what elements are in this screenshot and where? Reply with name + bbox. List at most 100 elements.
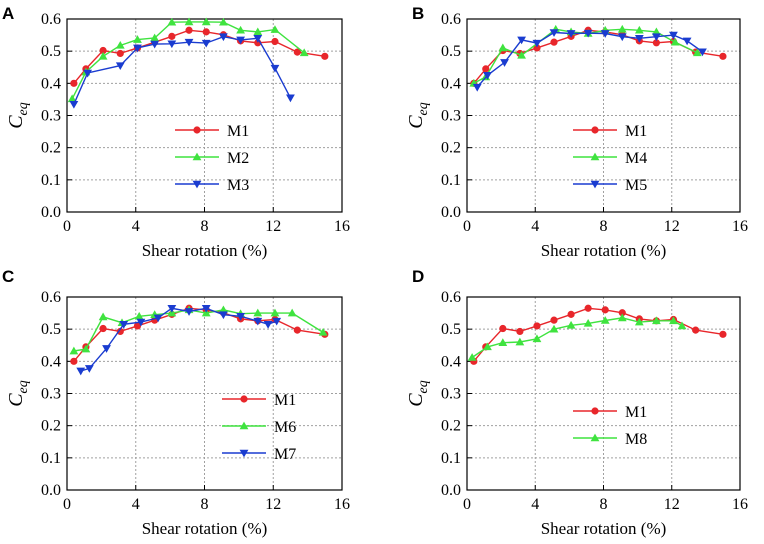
- data-point: [517, 36, 526, 45]
- data-point: [202, 28, 210, 36]
- legend-marker: [240, 395, 248, 403]
- data-point: [532, 334, 542, 343]
- data-point: [150, 40, 160, 49]
- series-m2: [67, 17, 309, 103]
- legend-marker: [590, 152, 600, 161]
- data-point: [236, 25, 245, 34]
- data-point: [253, 308, 263, 317]
- x-tick-label: 16: [334, 496, 350, 513]
- data-point: [617, 24, 627, 33]
- data-point: [472, 83, 482, 92]
- data-point: [184, 17, 194, 26]
- x-axis-title: Shear rotation (%): [541, 519, 667, 538]
- data-point: [669, 316, 678, 325]
- data-point: [566, 30, 576, 38]
- data-point: [70, 357, 78, 365]
- data-point: [299, 48, 309, 57]
- data-point: [617, 313, 627, 322]
- y-tick-label: 0.2: [441, 140, 461, 157]
- data-point: [133, 35, 142, 43]
- legend-label: M1: [274, 392, 296, 409]
- y-tick-label: 0.2: [41, 418, 61, 435]
- y-tick-label: 0.0: [41, 204, 61, 221]
- data-point: [566, 320, 576, 329]
- data-point: [286, 94, 295, 103]
- data-point: [634, 317, 644, 326]
- data-point: [98, 51, 108, 60]
- data-point: [272, 317, 282, 326]
- x-tick-label: 0: [463, 496, 471, 513]
- data-point: [584, 304, 592, 312]
- data-point: [601, 306, 609, 314]
- data-point: [219, 33, 228, 42]
- data-point: [719, 330, 727, 338]
- data-point: [600, 316, 610, 324]
- data-point: [167, 40, 177, 49]
- data-point: [270, 25, 280, 33]
- series-line: [473, 28, 698, 84]
- data-point: [76, 367, 86, 376]
- data-point: [167, 17, 177, 26]
- data-point: [550, 38, 558, 46]
- data-point: [271, 37, 279, 46]
- y-tick-label: 0.3: [41, 386, 61, 403]
- y-tick-label: 0.4: [41, 75, 61, 92]
- x-tick-label: 0: [63, 496, 71, 513]
- data-point: [669, 31, 678, 40]
- data-point: [651, 27, 661, 36]
- legend-marker: [192, 152, 202, 161]
- series-m3: [69, 33, 295, 109]
- y-tick-label: 0.2: [41, 140, 61, 157]
- data-point: [99, 324, 107, 333]
- legend-marker: [590, 180, 600, 189]
- x-tick-label: 12: [664, 496, 680, 513]
- x-axis-title: Shear rotation (%): [541, 241, 667, 260]
- series-line: [473, 307, 724, 362]
- x-tick-label: 8: [201, 496, 209, 513]
- legend-marker: [192, 180, 202, 189]
- data-point: [567, 310, 575, 318]
- legend-label: M5: [625, 177, 647, 194]
- data-point: [115, 62, 125, 71]
- data-point: [81, 344, 91, 353]
- y-tick-label: 0.5: [41, 321, 61, 338]
- legend-label: M1: [625, 123, 647, 140]
- data-point: [150, 33, 160, 42]
- legend-marker: [591, 126, 599, 134]
- series-m4: [469, 24, 702, 87]
- x-tick-label: 4: [132, 496, 140, 513]
- y-tick-label: 0.1: [441, 172, 461, 189]
- legend: M1 M4 M5: [573, 123, 647, 194]
- data-point: [293, 48, 301, 56]
- x-tick-label: 4: [531, 496, 539, 513]
- series-m7: [76, 304, 282, 376]
- x-tick-label: 8: [600, 496, 608, 513]
- data-point: [98, 312, 108, 321]
- x-tick-label: 0: [463, 218, 471, 235]
- y-tick-label: 0.3: [441, 386, 461, 403]
- data-point: [168, 32, 176, 40]
- data-point: [253, 317, 263, 326]
- x-tick-label: 12: [664, 218, 680, 235]
- panel-letter: B: [412, 4, 424, 23]
- data-point: [321, 52, 329, 60]
- y-tick-label: 0.1: [41, 450, 61, 467]
- y-tick-label: 0.6: [441, 289, 461, 306]
- data-point: [698, 48, 707, 57]
- x-tick-label: 12: [265, 496, 281, 513]
- x-axis-title: Shear rotation (%): [142, 519, 268, 538]
- y-tick-label: 0.0: [441, 204, 461, 221]
- data-point: [483, 71, 492, 80]
- data-point: [133, 44, 142, 53]
- legend-marker: [590, 433, 600, 442]
- data-point: [532, 39, 542, 48]
- legend-label: M8: [625, 431, 647, 448]
- panel-letter: C: [2, 267, 14, 286]
- data-point: [499, 324, 507, 333]
- legend-label: M3: [227, 177, 249, 194]
- data-point: [236, 36, 245, 45]
- legend-marker: [239, 449, 249, 458]
- data-point: [263, 321, 273, 329]
- data-point: [253, 35, 263, 43]
- data-point: [482, 65, 490, 73]
